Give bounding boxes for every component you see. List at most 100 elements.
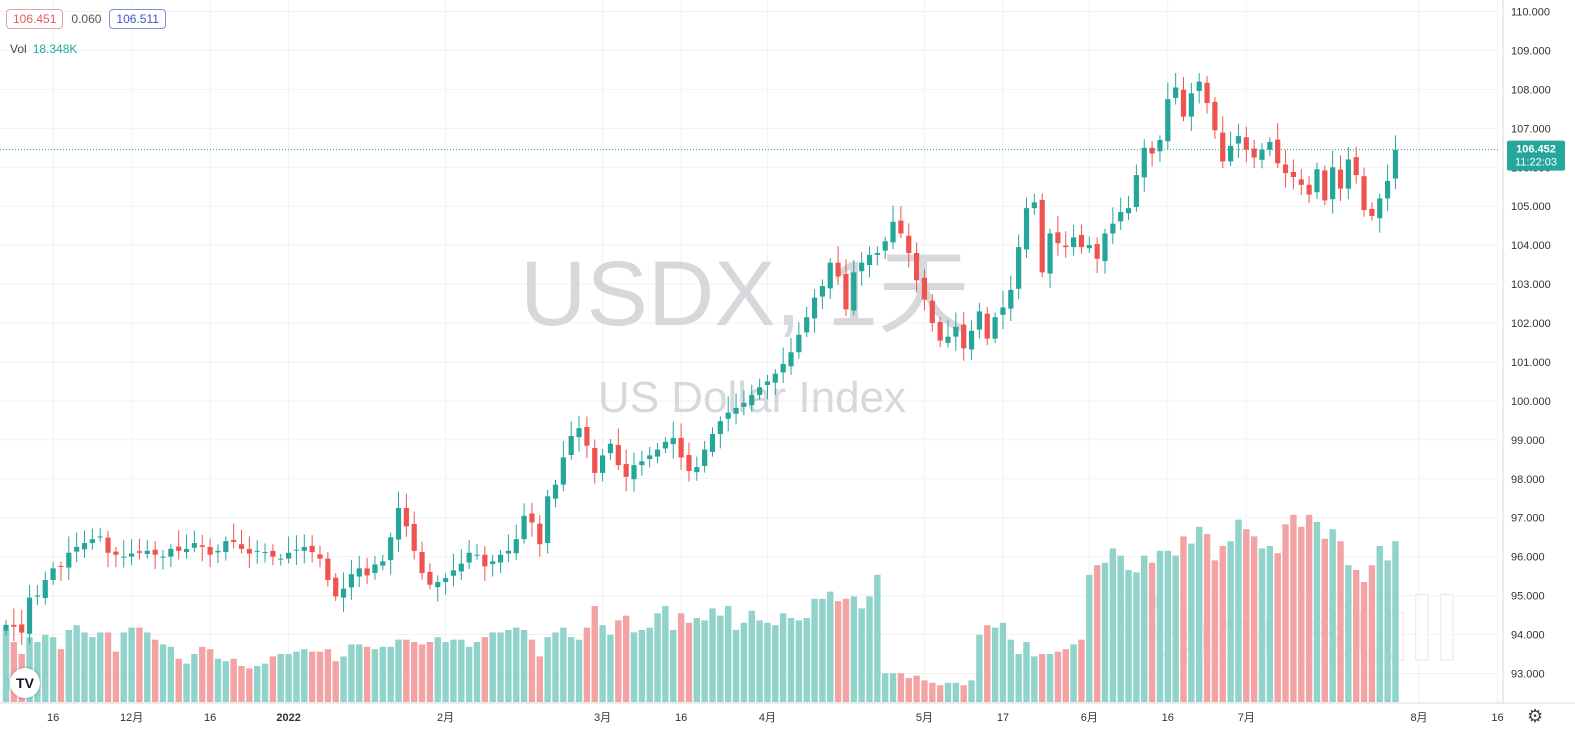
ask-price-box[interactable]: 106.511 [109, 9, 166, 29]
candle-body [1031, 202, 1037, 209]
volume-bar [324, 649, 332, 702]
volume-bar [748, 610, 755, 702]
chart-watermark: USDX, 1天 US Dollar Index FastBull [520, 243, 1460, 681]
candle-body [953, 326, 959, 337]
price-tick-label: 93.000 [1511, 669, 1545, 681]
candle-body [639, 461, 645, 466]
candle-body [152, 549, 158, 555]
candle-body [1016, 247, 1022, 289]
candle-body [466, 552, 472, 563]
candle-body [921, 277, 928, 300]
volume-bar [269, 656, 277, 702]
candle-body [1165, 99, 1171, 142]
volume-bar [740, 622, 748, 702]
volume-bar [387, 646, 394, 702]
volume-bar [1031, 656, 1038, 702]
volume-bar [858, 608, 865, 702]
volume-bar [630, 632, 638, 702]
volume-bar [340, 656, 347, 702]
time-axis[interactable]: 16 12月 16 2022 2月 3月 16 4月 5月 17 6月 16 7月 8月 16 [0, 702, 1575, 724]
candle-body [497, 554, 504, 563]
candle-body [568, 435, 574, 456]
volume-bar [1298, 526, 1305, 702]
volume-bar [395, 639, 402, 702]
price-tick-label: 99.000 [1511, 435, 1545, 447]
candle-body [1228, 145, 1234, 162]
volume-bar [1007, 639, 1014, 702]
volume-bar [1141, 555, 1148, 702]
candle-body [356, 568, 362, 577]
volume-bar [544, 637, 551, 702]
volume-bar [874, 574, 881, 702]
volume-bar [882, 673, 889, 702]
candle-body [105, 537, 111, 553]
candle-body [348, 574, 354, 588]
volume-bar [112, 651, 120, 702]
candle-body [678, 437, 684, 458]
candle-body [874, 252, 880, 255]
volume-bar [913, 675, 920, 702]
volume-bar [772, 625, 779, 702]
candle-body [1275, 139, 1281, 164]
candle-body [1196, 81, 1202, 91]
volume-bar [1054, 651, 1062, 702]
candle-body [615, 444, 621, 466]
volume-bar [128, 627, 135, 702]
volume-bar [654, 613, 661, 702]
volume-bar [536, 656, 543, 702]
candle-body [1110, 223, 1116, 234]
candle-body [97, 536, 103, 538]
price-tick-label: 108.000 [1511, 84, 1551, 96]
volume-bar [599, 625, 606, 702]
candle-body [937, 321, 943, 341]
volume-bar [442, 642, 449, 702]
candle-body [976, 311, 982, 330]
candle-body [1235, 136, 1242, 144]
price-tick-label: 103.000 [1511, 279, 1551, 291]
volume-bar [73, 625, 80, 702]
volume-bar [356, 644, 363, 702]
candle-body [1000, 307, 1006, 315]
candle-body [521, 515, 527, 540]
volume-bar [1250, 536, 1258, 702]
volume-bar [638, 630, 646, 702]
candle-body [1188, 93, 1194, 117]
volume-bar [89, 637, 96, 702]
volume-bar [999, 622, 1007, 702]
volume-bar [57, 649, 65, 702]
candle-body [647, 455, 653, 459]
candle-body [443, 578, 449, 582]
candle-body [827, 262, 833, 289]
candle-body [788, 352, 794, 367]
volume-bar [905, 678, 912, 702]
volume-bar [1093, 565, 1101, 702]
candle-body [1314, 169, 1320, 193]
volume-bar [850, 596, 857, 702]
gear-icon[interactable]: ⚙ [1527, 706, 1544, 726]
volume-bar [575, 639, 583, 702]
price-tag-value: 106.452 [1516, 144, 1556, 156]
time-tick-label: 4月 [759, 712, 776, 724]
candle-body [364, 568, 370, 576]
time-tick-label: 7月 [1238, 712, 1255, 724]
candle-body [1337, 169, 1344, 189]
volume-bar [795, 620, 803, 702]
candle-body [333, 577, 339, 597]
candle-body [183, 548, 190, 553]
volume-bar [1078, 639, 1085, 702]
tradingview-logo-icon[interactable]: TV [10, 668, 40, 698]
volume-bar [277, 654, 284, 702]
candle-body [1259, 149, 1265, 160]
candle-body [427, 571, 433, 585]
price-tick-label: 95.000 [1511, 591, 1545, 603]
candle-body [458, 563, 464, 572]
candle-body [136, 551, 143, 553]
bid-price-box[interactable]: 106.451 [6, 9, 64, 29]
volume-bar [403, 639, 410, 702]
candle-body [490, 561, 496, 565]
candle-body [945, 336, 951, 343]
volume-bar [929, 682, 936, 702]
candle-body [631, 465, 637, 480]
volume-bar [952, 682, 960, 702]
